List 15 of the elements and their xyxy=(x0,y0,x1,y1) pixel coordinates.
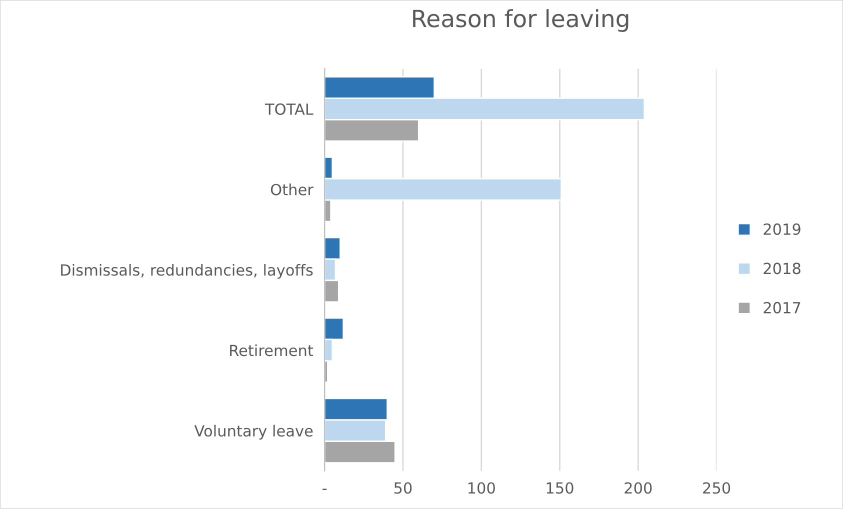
x-tick-label: 150 xyxy=(546,482,574,494)
x-tick-label: 100 xyxy=(468,482,495,494)
x-tick-label: 50 xyxy=(394,482,412,494)
y-tick-label: Retirement xyxy=(230,344,314,356)
legend-label: 2017 xyxy=(764,302,800,314)
chart-title: Reason for leaving xyxy=(413,9,628,32)
y-tick-label: Other xyxy=(270,184,314,196)
y-tick-label: Dismissals, redundancies, layoffs xyxy=(61,264,313,279)
x-tick-label: - xyxy=(322,488,327,490)
y-tick-label: TOTAL xyxy=(264,103,314,115)
legend-label: 2018 xyxy=(764,262,800,274)
y-tick-label: Voluntary leave xyxy=(194,424,313,440)
legend-label: 2019 xyxy=(764,223,800,235)
x-tick-label: 200 xyxy=(624,482,652,494)
x-tick-label: 250 xyxy=(703,482,730,494)
